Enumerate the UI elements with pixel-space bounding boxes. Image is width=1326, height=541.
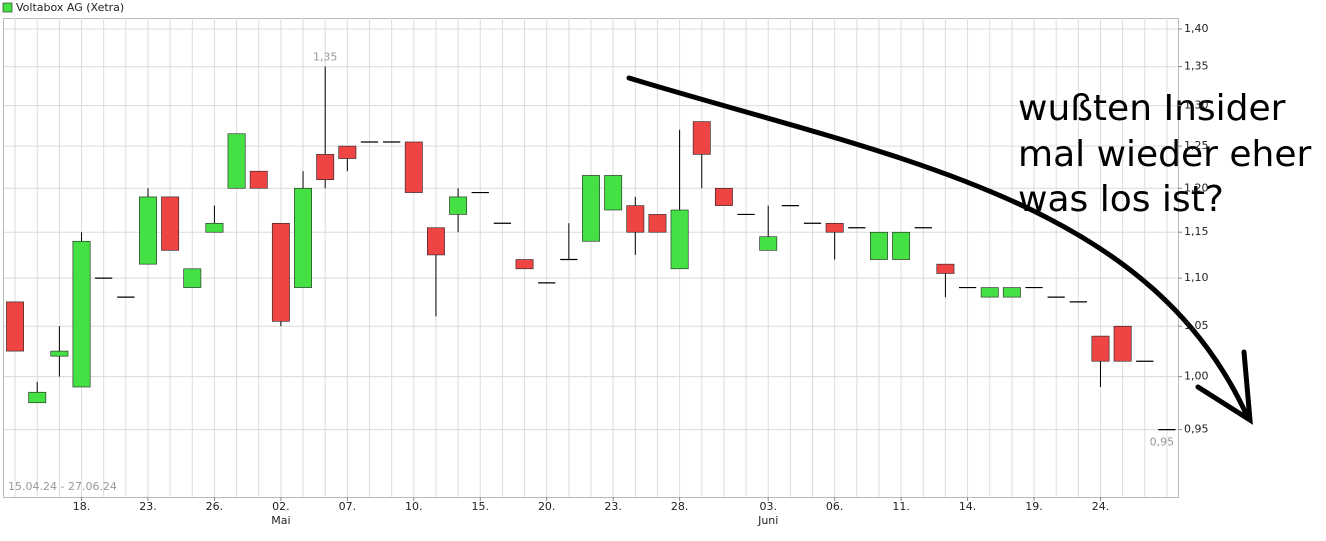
x-tick-label: 23. [139,500,157,513]
y-tick-label: 1,40 [1184,22,1209,35]
candle-body [825,222,844,233]
x-tick-label: 14. [959,500,977,513]
y-tick-label: 1,30 [1184,99,1209,112]
candle-body [582,175,600,242]
candle-body [1002,287,1021,298]
candle-body [161,196,180,251]
legend-swatch [2,2,13,13]
min-label: 0,95 [1150,436,1175,449]
date-range: 15.04.24 - 27.06.24 [8,480,117,493]
candle-body [249,170,268,189]
x-tick-label: 11. [892,500,910,513]
candle-body [1091,335,1110,362]
legend-label: Voltabox AG (Xetra) [16,1,124,14]
candle-body [427,227,445,256]
candle-body [227,133,246,189]
x-tick-label: 20. [538,500,556,513]
grid [4,18,1178,497]
x-tick-label: 28. [671,500,689,513]
y-tick-label: 1,00 [1184,370,1209,383]
candle-body [404,141,423,193]
x-tick-label: 07. [339,500,357,513]
month-label: Juni [757,514,778,527]
candle-body [294,187,312,288]
x-tick-label: 02. [272,500,290,513]
candle-body [515,259,534,270]
x-tick-label: 19. [1025,500,1043,513]
x-tick-label: 03. [759,500,777,513]
x-tick-label: 15. [471,500,489,513]
candle-body [892,231,911,260]
candle-body [72,240,91,388]
candle-body [205,222,224,233]
candle-body [936,263,955,274]
x-tick-label: 24. [1092,500,1110,513]
candle-body [626,205,645,233]
hand-drawn-arrow [626,75,1253,425]
annotation-line: wußten Insider [1018,88,1286,129]
x-tick-label: 23. [604,500,622,513]
candle-body [759,236,778,251]
y-tick-label: 1,15 [1184,225,1209,238]
month-label: Mai [271,514,290,527]
y-tick-label: 1,05 [1184,319,1209,332]
y-tick-label: 0,95 [1184,423,1209,436]
max-label: 1,35 [313,51,338,64]
x-tick-label: 10. [405,500,423,513]
candles [6,66,1176,431]
candle-body [714,187,733,206]
candle-body [338,145,357,159]
candle-body [271,222,290,322]
candle-body [316,154,335,180]
candle-body [183,268,202,288]
x-tick-label: 26. [206,500,224,513]
y-tick-label: 1,10 [1184,271,1209,284]
candle-body [139,196,157,265]
candle-body [870,231,888,260]
annotation-line: was los ist? [1018,179,1224,220]
y-tick-label: 1,35 [1184,60,1209,73]
candle-body [980,287,999,298]
x-tick-label: 06. [826,500,844,513]
candle-body [28,391,47,404]
candle-body [692,121,711,155]
y-tick-label: 1,25 [1184,139,1209,152]
x-tick-label: 18. [73,500,91,513]
candle-body [449,196,468,215]
y-tick-label: 1,20 [1184,181,1209,194]
candle-body [604,175,623,211]
candle-body [648,214,667,233]
candle-body [6,301,25,352]
candle-body [50,350,69,357]
annotation-line: mal wieder eher [1018,134,1312,175]
candle-body [1113,325,1132,362]
candle-body [670,209,689,270]
